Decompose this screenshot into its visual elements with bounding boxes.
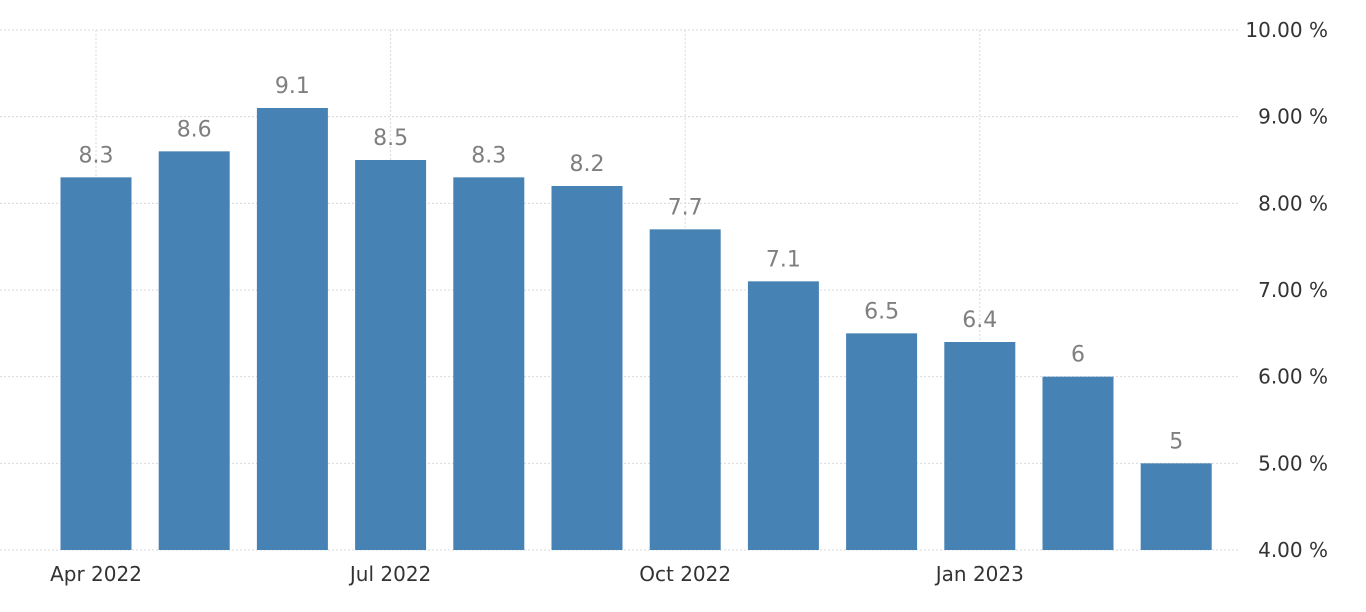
x-tick-label: Jul 2022 — [348, 562, 431, 586]
bar-value-label: 6.4 — [962, 308, 997, 333]
bar-value-label: 6.5 — [864, 299, 899, 324]
x-axis-ticks: Apr 2022 Jul 2022 Oct 2022 Jan 2023 — [50, 562, 1024, 586]
y-tick-label: 5.00 % — [1258, 451, 1328, 475]
y-tick-label: 10.00 % — [1245, 18, 1328, 42]
bars — [60, 108, 1212, 551]
bar — [355, 160, 427, 550]
x-tick-label: Apr 2022 — [50, 562, 142, 586]
bar-value-label: 7.7 — [668, 195, 703, 220]
bar — [453, 177, 525, 551]
bar-value-label: 8.2 — [570, 152, 605, 177]
bar-value-label: 7.1 — [766, 247, 801, 272]
x-tick-label: Jan 2023 — [934, 562, 1024, 586]
bar — [256, 108, 328, 550]
bar-value-label: 8.3 — [79, 143, 114, 168]
bar-value-label: 8.5 — [373, 126, 408, 151]
bar — [747, 281, 819, 550]
bar — [60, 177, 132, 551]
y-axis-ticks: 10.00 % 9.00 % 8.00 % 7.00 % 6.00 % 5.00 % 4.0… — [1245, 18, 1328, 562]
y-tick-label: 7.00 % — [1258, 278, 1328, 302]
bar-value-label: 9.1 — [275, 74, 310, 99]
x-tick-label: Oct 2022 — [639, 562, 731, 586]
bar-value-label: 6 — [1071, 343, 1085, 368]
bar — [158, 151, 230, 551]
bar — [846, 333, 918, 550]
bar-value-label: 8.6 — [177, 117, 212, 142]
bar-value-label: 5 — [1169, 429, 1183, 454]
bar — [649, 229, 721, 551]
bar — [1042, 376, 1114, 550]
y-tick-label: 8.00 % — [1258, 191, 1328, 215]
data-labels: 8.3 8.6 9.1 8.5 8.3 8.2 7.7 7.1 6.5 6.4 6 5 — [79, 74, 1184, 454]
bar — [944, 342, 1016, 550]
y-tick-label: 4.00 % — [1258, 538, 1328, 562]
y-tick-label: 9.00 % — [1258, 105, 1328, 129]
y-tick-label: 6.00 % — [1258, 365, 1328, 389]
bar — [551, 186, 623, 550]
bar — [1140, 463, 1212, 550]
bar-value-label: 8.3 — [471, 143, 506, 168]
